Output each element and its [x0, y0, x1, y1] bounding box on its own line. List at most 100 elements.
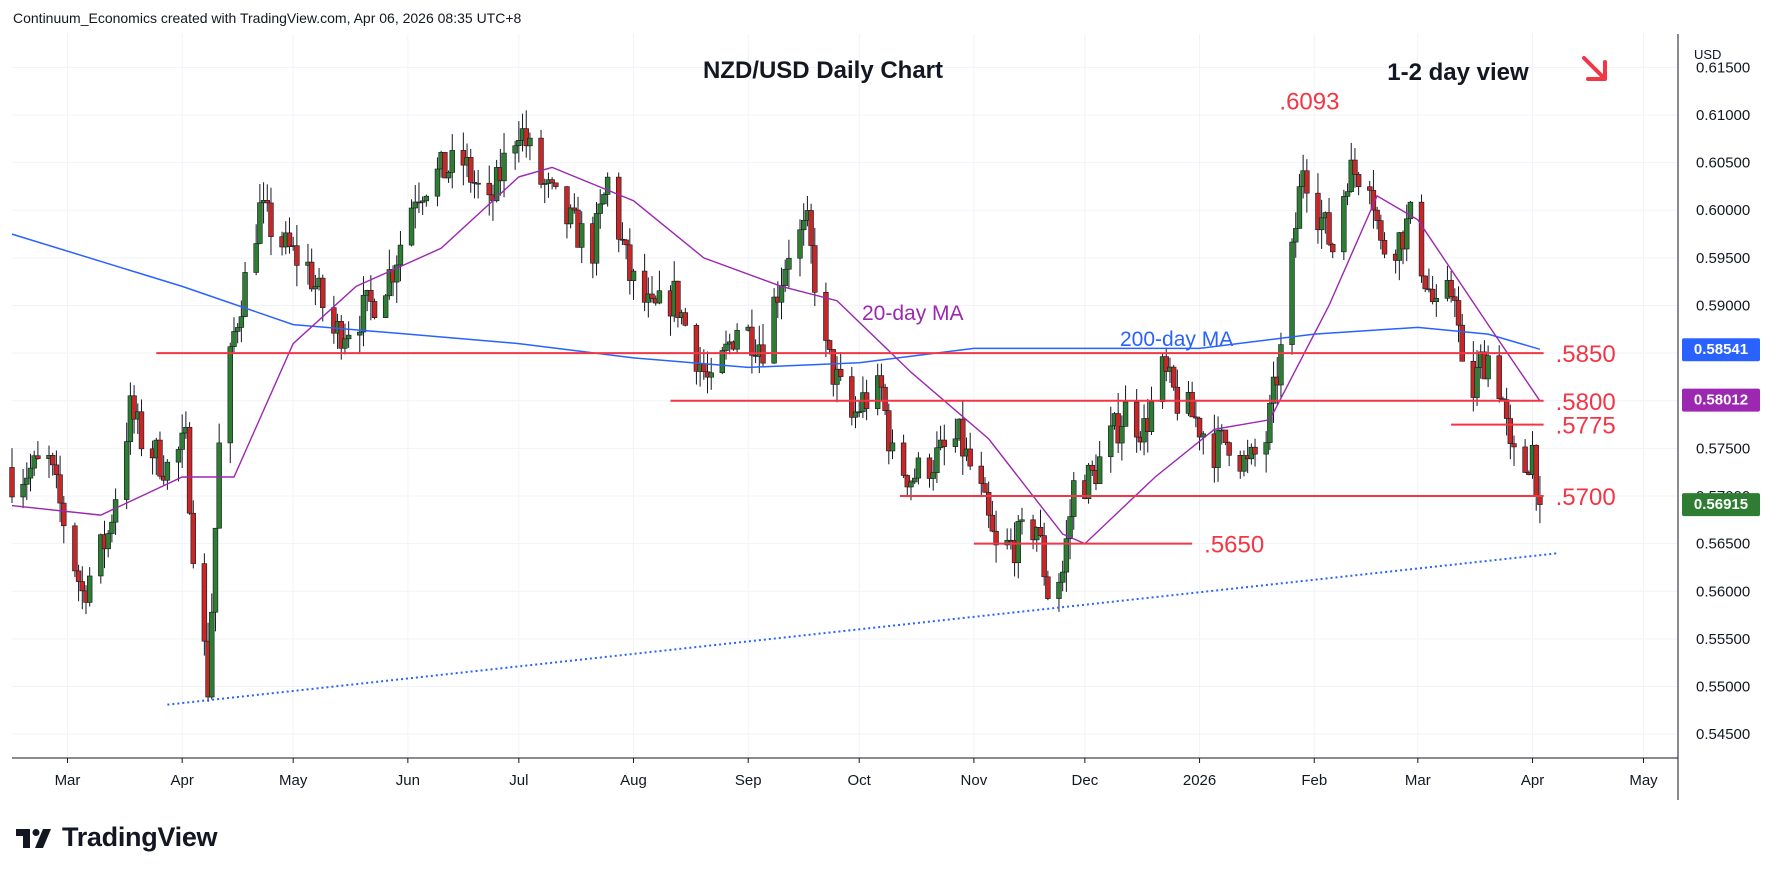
candle-body	[1059, 571, 1066, 583]
candle-body	[1500, 398, 1506, 400]
candle-body	[501, 152, 507, 182]
candle-body	[1422, 275, 1428, 290]
candle-body	[216, 442, 222, 529]
candle-body	[911, 477, 918, 483]
price-badge	[1682, 388, 1760, 412]
candle-body	[138, 411, 145, 450]
candle-body	[1133, 401, 1140, 438]
candle-body	[386, 269, 393, 297]
candle-body	[471, 181, 478, 184]
candle-body	[201, 563, 208, 642]
candle-body	[967, 448, 973, 467]
x-tick-label: Feb	[1301, 772, 1327, 789]
candle-body	[723, 343, 729, 351]
candle-body	[53, 464, 60, 476]
candle-body	[105, 533, 111, 550]
candle-body	[1293, 228, 1299, 243]
candle-body	[1304, 170, 1310, 194]
candle-body	[915, 457, 922, 479]
candle-body	[1015, 521, 1021, 564]
y-tick-label: 0.61000	[1696, 107, 1750, 124]
candle-body	[771, 296, 777, 364]
candle-body	[357, 331, 363, 336]
candle-body	[1096, 456, 1103, 485]
support-resistance-levels: .5850 .5800.5775 .5700 .5650	[156, 341, 1616, 559]
candle-body	[242, 272, 248, 317]
candle-body	[1522, 446, 1528, 473]
candle-body	[1263, 442, 1269, 455]
candle-body	[1148, 401, 1155, 432]
y-tick-label: 0.56500	[1696, 536, 1750, 553]
candle-body	[190, 512, 196, 564]
candle-body	[837, 368, 844, 377]
time-axis[interactable]: Mar Apr May Jun Jul Aug Sep Oct Nov Dec 2026 Feb Mar…	[55, 758, 1659, 789]
x-tick-label: Aug	[620, 772, 647, 789]
candle-body	[286, 232, 293, 247]
x-tick-label: Jun	[396, 772, 420, 789]
tradingview-logo: TradingView	[14, 822, 218, 853]
candle-body	[294, 245, 300, 266]
candle-body	[268, 202, 274, 237]
candle-body	[1355, 174, 1362, 188]
x-tick-label: Oct	[848, 772, 872, 789]
candle-body	[889, 442, 896, 452]
candle-body	[1367, 186, 1373, 191]
candle-body	[1407, 201, 1414, 220]
candle-body	[797, 229, 803, 259]
candle-body	[86, 575, 93, 603]
candle-body	[812, 245, 818, 293]
level-label: .5775	[1556, 413, 1616, 440]
candle-body	[20, 483, 26, 498]
candle-body	[212, 527, 219, 613]
candle-body	[1241, 455, 1247, 472]
candle-body	[175, 449, 182, 463]
annotations: NZD/USD Daily Chart 1-2 day view 20-day …	[703, 56, 1607, 351]
candle-body	[1429, 288, 1436, 302]
x-tick-label: May	[279, 772, 308, 789]
candle-body	[1433, 298, 1440, 302]
candle-body	[1381, 240, 1388, 255]
candle-body	[926, 457, 933, 479]
candle-body	[900, 442, 907, 476]
candle-body	[1326, 212, 1332, 245]
candle-body	[904, 475, 910, 488]
candle-body	[368, 290, 374, 302]
candle-body	[231, 331, 237, 347]
tradingview-logo-icon	[16, 828, 51, 848]
level-label: .5850	[1556, 341, 1616, 368]
x-tick-label: Sep	[735, 772, 762, 789]
candle-body	[542, 183, 548, 185]
candle-body	[75, 570, 82, 582]
ma200-line	[11, 233, 1541, 369]
candle-body	[1455, 300, 1462, 326]
candle-body	[35, 455, 41, 459]
candle-body	[1252, 446, 1258, 455]
chart-subtitle: 1-2 day view	[1387, 59, 1529, 86]
candle-body	[1374, 209, 1380, 221]
candle-body	[830, 349, 837, 385]
candle-body	[930, 472, 936, 479]
candle-body	[9, 467, 15, 498]
candle-body	[882, 386, 888, 411]
candle-body	[1503, 399, 1510, 419]
candle-body	[564, 186, 570, 225]
candle-body	[394, 264, 400, 283]
candle-body	[442, 152, 448, 179]
candle-body	[308, 261, 315, 290]
candle-body	[157, 439, 163, 477]
candle-body	[475, 182, 481, 185]
candle-body	[1071, 480, 1077, 517]
y-tick-label: 0.55000	[1696, 679, 1750, 696]
candle-body	[27, 467, 34, 479]
candle-body	[593, 213, 600, 264]
candle-body	[1222, 429, 1229, 443]
candle-body	[486, 182, 492, 196]
candle-body	[908, 481, 914, 488]
candle-body	[1537, 495, 1543, 505]
candle-body	[734, 330, 740, 350]
candle-body	[445, 172, 452, 179]
candle-body	[1056, 581, 1062, 599]
x-tick-label: Nov	[961, 772, 988, 789]
level-label: .5700	[1556, 484, 1616, 511]
